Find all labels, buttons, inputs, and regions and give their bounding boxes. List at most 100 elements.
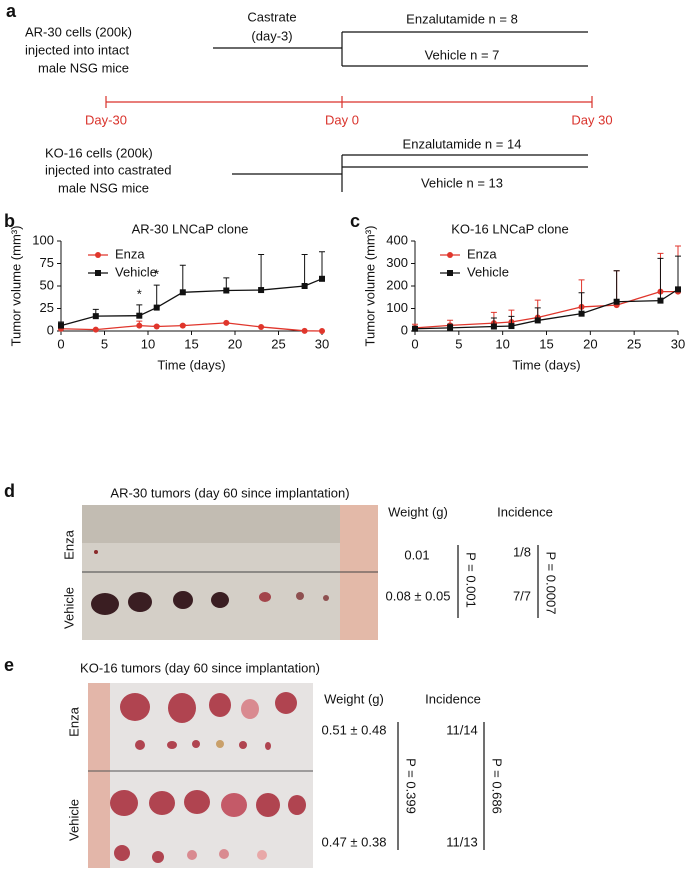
marker	[534, 317, 541, 324]
marker	[319, 275, 325, 282]
tumor-panel: KO-16 tumors (day 60 since implantation)…	[66, 660, 505, 868]
marker	[153, 323, 160, 330]
marker	[578, 310, 585, 317]
x-tick-label: 15	[184, 336, 198, 351]
schematic-text: Castrate	[247, 9, 296, 24]
marker	[508, 323, 515, 330]
tumors	[110, 692, 306, 863]
y-tick-label: 25	[40, 300, 54, 315]
error-bar	[675, 255, 681, 290]
panel-label: a	[6, 1, 17, 21]
error-bar	[153, 284, 160, 308]
weight: 0.01	[404, 547, 429, 562]
x-tick-label: 5	[455, 336, 462, 351]
x-tick-label: 30	[315, 336, 329, 351]
tumors	[91, 591, 329, 615]
error-bar	[258, 254, 265, 291]
marker	[223, 319, 230, 326]
schematic-line	[232, 154, 588, 192]
legend-label: Enza	[115, 246, 145, 261]
timeline-label: Day-30	[85, 112, 127, 127]
schematic-text: injected into intact	[25, 42, 129, 57]
incidence: 11/14	[446, 722, 478, 737]
ruler	[88, 683, 110, 868]
series-line	[414, 290, 678, 329]
chart-title: AR-30 LNCaP clone	[132, 221, 249, 236]
marker	[258, 323, 265, 330]
weight: 0.08 ± 0.05	[386, 588, 451, 603]
marker	[92, 326, 99, 333]
p-value: P = 0.001	[464, 552, 479, 608]
y-tick-label: 0	[47, 322, 54, 337]
y-tick-label: 300	[386, 255, 408, 270]
marker	[136, 312, 143, 319]
arm-label: Enzalutamide n = 8	[406, 11, 518, 26]
annotation: *	[137, 286, 142, 301]
legend-marker	[95, 252, 101, 258]
x-axis-label: Time (days)	[157, 357, 225, 372]
marker	[412, 325, 418, 332]
marker	[301, 327, 308, 334]
y-axis-label: Tumor volume (mm³)	[362, 226, 377, 347]
panel-label: e	[4, 655, 14, 675]
annotation: *	[154, 267, 159, 282]
marker	[58, 322, 64, 329]
legend-label: Enza	[467, 246, 497, 261]
incidence: 1/8	[513, 544, 531, 559]
x-tick-label: 0	[411, 336, 418, 351]
legend-label: Vehicle	[115, 264, 157, 279]
x-tick-label: 20	[228, 336, 242, 351]
x-tick-label: 15	[539, 336, 553, 351]
panel-label: d	[4, 481, 15, 501]
error-bar	[613, 270, 620, 302]
panel-label: b	[4, 211, 15, 231]
p-value: P = 0.399	[404, 758, 419, 814]
schematic-text: (day-3)	[251, 28, 292, 43]
arm-label: Enzalutamide n = 14	[403, 136, 522, 151]
column-header: Weight (g)	[388, 504, 448, 519]
panel-title: AR-30 tumors (day 60 since implantation)	[110, 485, 349, 500]
weight: 0.51 ± 0.48	[322, 722, 387, 737]
p-value: P = 0.0007	[544, 551, 559, 614]
marker	[675, 286, 681, 293]
marker	[613, 298, 620, 305]
y-tick-label: 100	[32, 232, 54, 247]
column-header: Weight (g)	[324, 691, 384, 706]
x-tick-label: 10	[141, 336, 155, 351]
y-tick-label: 200	[386, 277, 408, 292]
x-axis-label: Time (days)	[512, 357, 580, 372]
marker	[179, 322, 186, 329]
arm-label: Vehicle n = 7	[425, 47, 500, 62]
column-header: Incidence	[425, 691, 481, 706]
timeline-label: Day 0	[325, 112, 359, 127]
arm-label: Vehicle n = 13	[421, 175, 503, 190]
y-tick-label: 400	[386, 232, 408, 247]
schematic-text: injected into castrated	[45, 162, 171, 177]
marker	[136, 322, 143, 329]
x-tick-label: 20	[583, 336, 597, 351]
row-label: Enza	[66, 706, 81, 736]
schematic-text: KO-16 cells (200k)	[45, 145, 153, 160]
x-tick-label: 10	[495, 336, 509, 351]
panel-label: c	[350, 211, 360, 231]
marker	[301, 283, 308, 289]
marker	[657, 297, 664, 304]
x-tick-label: 25	[271, 336, 285, 351]
schematic-text: male NSG mice	[58, 180, 149, 195]
row-label: Enza	[61, 529, 76, 559]
schematic-line	[213, 31, 588, 67]
y-axis-label: Tumor volume (mm³)	[8, 226, 23, 347]
timeline	[105, 96, 593, 108]
photo-shade	[82, 505, 378, 543]
marker	[258, 287, 265, 294]
y-tick-label: 0	[401, 322, 408, 337]
row-label: Vehicle	[61, 587, 76, 629]
y-tick-label: 75	[40, 255, 54, 270]
tumor-panel: AR-30 tumors (day 60 since implantation)…	[61, 485, 559, 640]
series-line	[60, 322, 323, 332]
row-label: Vehicle	[66, 799, 81, 841]
error-bar	[301, 254, 308, 286]
y-tick-label: 100	[386, 300, 408, 315]
y-tick-label: 50	[40, 277, 54, 292]
